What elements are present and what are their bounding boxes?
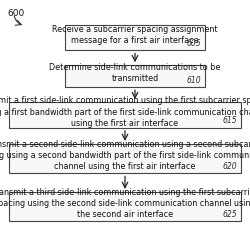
Text: 600: 600: [8, 9, 25, 18]
Text: Transmit a third side-link communication using the first subcarrier
spacing usin: Transmit a third side-link communication…: [0, 188, 250, 219]
Bar: [9, 192, 241, 221]
Bar: [65, 25, 205, 50]
Text: 605: 605: [186, 39, 201, 48]
Text: 615: 615: [223, 116, 238, 125]
Bar: [65, 65, 205, 87]
Text: 620: 620: [223, 162, 238, 171]
Text: 610: 610: [186, 76, 201, 85]
Text: 625: 625: [223, 210, 238, 219]
Bar: [9, 102, 241, 128]
Text: Receive a subcarrier spacing assignment
message for a first air interface: Receive a subcarrier spacing assignment …: [52, 25, 218, 45]
Bar: [9, 144, 241, 173]
Text: Determine side-link communications to be
transmitted: Determine side-link communications to be…: [49, 63, 221, 83]
Text: Transmit a first side-link communication using the first subcarrier spacing
usin: Transmit a first side-link communication…: [0, 96, 250, 128]
Text: Transmit a second side-link communication using a second subcarrier
spacing usin: Transmit a second side-link communicatio…: [0, 140, 250, 171]
